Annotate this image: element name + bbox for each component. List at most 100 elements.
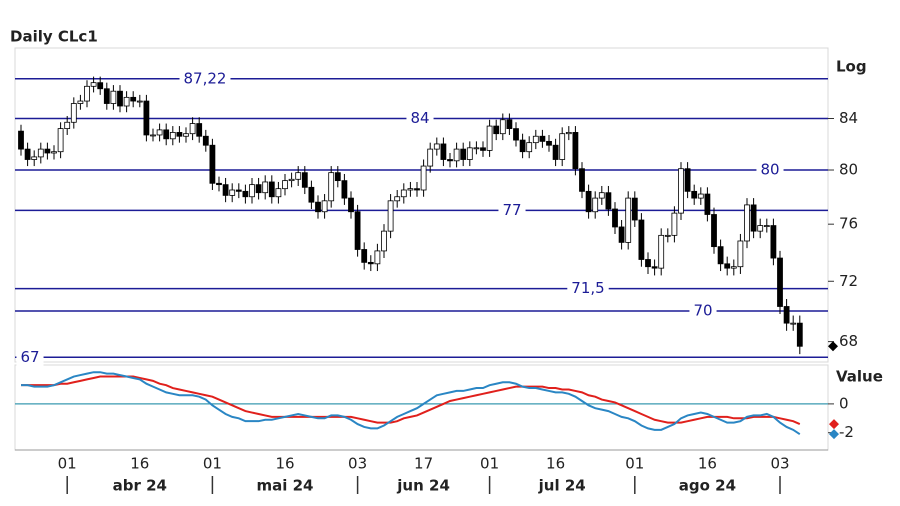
candle-body bbox=[103, 88, 110, 104]
level-label: 67 bbox=[20, 348, 39, 366]
candle-body bbox=[513, 128, 519, 141]
candle-body bbox=[130, 96, 137, 102]
candle-body bbox=[150, 134, 156, 137]
candle-body bbox=[697, 193, 704, 199]
level-label: 84 bbox=[410, 109, 429, 127]
x-tick-label: 01 bbox=[58, 455, 77, 473]
y-tick-label: 68 bbox=[839, 332, 858, 350]
chart-title: Daily CLc1 bbox=[10, 28, 98, 46]
level-label: 87,22 bbox=[184, 69, 227, 87]
candle-body bbox=[156, 129, 163, 136]
candle-body bbox=[295, 172, 302, 180]
candle-body bbox=[744, 204, 750, 242]
candle-body bbox=[275, 188, 282, 198]
candle-body bbox=[321, 200, 328, 213]
month-label: mai 24 bbox=[257, 477, 314, 495]
candle-body bbox=[777, 257, 783, 307]
main-panel bbox=[14, 47, 829, 363]
candle-body bbox=[354, 211, 361, 250]
level-label-bg bbox=[179, 69, 231, 88]
x-tick-label: 03 bbox=[770, 455, 789, 473]
candle-body bbox=[579, 168, 585, 192]
candle-body bbox=[473, 147, 480, 150]
candle-body bbox=[506, 119, 513, 130]
candle-body bbox=[539, 135, 546, 142]
candle-body bbox=[631, 197, 638, 221]
candle-body bbox=[70, 103, 77, 123]
month-label: ago 24 bbox=[679, 477, 736, 495]
candle-body bbox=[361, 249, 368, 263]
candle-body bbox=[176, 132, 183, 137]
candle-body bbox=[97, 82, 104, 90]
candle-body bbox=[222, 184, 229, 196]
candle-body bbox=[117, 90, 123, 107]
candle-body bbox=[618, 226, 625, 243]
level-label: 80 bbox=[760, 161, 779, 179]
candle-body bbox=[532, 135, 539, 144]
candle-body bbox=[381, 230, 387, 252]
candle-body bbox=[526, 142, 533, 153]
candle-body bbox=[565, 132, 572, 135]
candle-body bbox=[433, 143, 440, 150]
candle-body bbox=[268, 181, 275, 198]
level-label: 71,5 bbox=[571, 279, 604, 297]
candle-body bbox=[711, 214, 717, 248]
candle-body bbox=[519, 139, 526, 153]
candle-body bbox=[598, 192, 605, 199]
candle-body bbox=[394, 196, 401, 202]
candle-body bbox=[678, 168, 684, 214]
candle-body bbox=[796, 322, 803, 347]
candle-body bbox=[546, 140, 552, 146]
candle-body bbox=[57, 128, 64, 153]
y-tick-label: 84 bbox=[839, 109, 858, 127]
candle-body bbox=[664, 234, 671, 237]
level-label-bg bbox=[567, 279, 609, 298]
x-tick-label: 17 bbox=[414, 455, 433, 473]
indicator-line bbox=[21, 371, 801, 435]
candle-body bbox=[757, 225, 764, 232]
candle-body bbox=[44, 148, 51, 154]
candle-body bbox=[783, 306, 790, 324]
last-price-marker bbox=[828, 341, 838, 352]
last-value-marker bbox=[829, 429, 839, 440]
candle-body bbox=[348, 197, 354, 213]
candle-body bbox=[37, 148, 44, 158]
candle-body bbox=[592, 197, 599, 213]
candle-body bbox=[18, 130, 24, 150]
candle-body bbox=[704, 193, 711, 215]
level-label: 70 bbox=[693, 302, 712, 320]
candle-body bbox=[671, 212, 678, 236]
candle-body bbox=[196, 123, 203, 137]
candle-body bbox=[202, 135, 209, 146]
y-tick-label: -2 bbox=[839, 423, 854, 441]
candle-body bbox=[499, 119, 506, 135]
candle-body bbox=[216, 182, 222, 186]
x-tick-label: 16 bbox=[275, 455, 294, 473]
candle-body bbox=[625, 197, 632, 243]
candle-body bbox=[552, 144, 559, 160]
candle-body bbox=[64, 121, 71, 130]
candle-body bbox=[420, 165, 427, 191]
candle-body bbox=[249, 184, 255, 198]
candle-body bbox=[387, 200, 394, 232]
x-tick-label: 16 bbox=[130, 455, 149, 473]
level-label-bg bbox=[756, 160, 784, 179]
candle-body bbox=[334, 172, 341, 182]
candle-body bbox=[143, 100, 150, 136]
candle-body bbox=[400, 189, 407, 198]
candle-body bbox=[480, 147, 486, 151]
candle-body bbox=[750, 204, 757, 232]
candle-body bbox=[724, 263, 731, 269]
candle-body bbox=[229, 189, 236, 196]
y-tick-label: 0 bbox=[839, 394, 849, 412]
x-tick-label: 01 bbox=[480, 455, 499, 473]
candle-body bbox=[763, 225, 770, 227]
level-label-bg bbox=[689, 301, 717, 320]
candle-body bbox=[169, 132, 176, 140]
candle-body bbox=[84, 85, 90, 102]
indicator-line bbox=[21, 375, 801, 425]
candle-body bbox=[282, 180, 288, 190]
candle-body bbox=[460, 148, 467, 160]
candle-body bbox=[427, 148, 434, 167]
candle-body bbox=[559, 133, 566, 160]
